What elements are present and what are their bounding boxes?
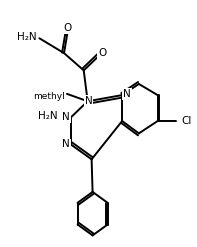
Text: O: O <box>64 23 72 33</box>
Text: O: O <box>98 48 107 58</box>
Text: N: N <box>62 140 70 149</box>
Text: Cl: Cl <box>181 116 192 126</box>
Text: N: N <box>62 112 70 122</box>
Text: N: N <box>85 96 93 106</box>
Text: methyl: methyl <box>33 92 65 101</box>
Text: N: N <box>123 89 131 99</box>
Text: H₂N: H₂N <box>38 111 58 121</box>
Text: H₂N: H₂N <box>17 32 36 42</box>
